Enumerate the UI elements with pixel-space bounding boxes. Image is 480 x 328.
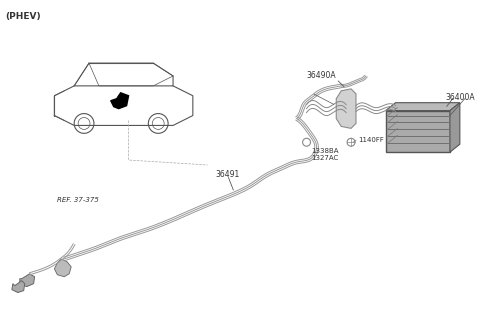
Text: 1327AC: 1327AC [312, 155, 339, 161]
Polygon shape [450, 103, 460, 152]
Text: (PHEV): (PHEV) [5, 12, 41, 21]
Text: 36400A: 36400A [445, 93, 475, 102]
Text: 1140FF: 1140FF [358, 137, 384, 143]
Polygon shape [385, 103, 460, 111]
Polygon shape [20, 274, 35, 287]
Polygon shape [54, 259, 71, 277]
Polygon shape [111, 93, 129, 109]
Polygon shape [12, 281, 25, 293]
Text: 1338BA: 1338BA [312, 148, 339, 154]
FancyBboxPatch shape [385, 111, 450, 152]
Text: REF. 37-375: REF. 37-375 [57, 196, 99, 203]
Text: 36491: 36491 [216, 170, 240, 179]
Polygon shape [336, 89, 356, 128]
Text: 36490A: 36490A [307, 71, 336, 80]
